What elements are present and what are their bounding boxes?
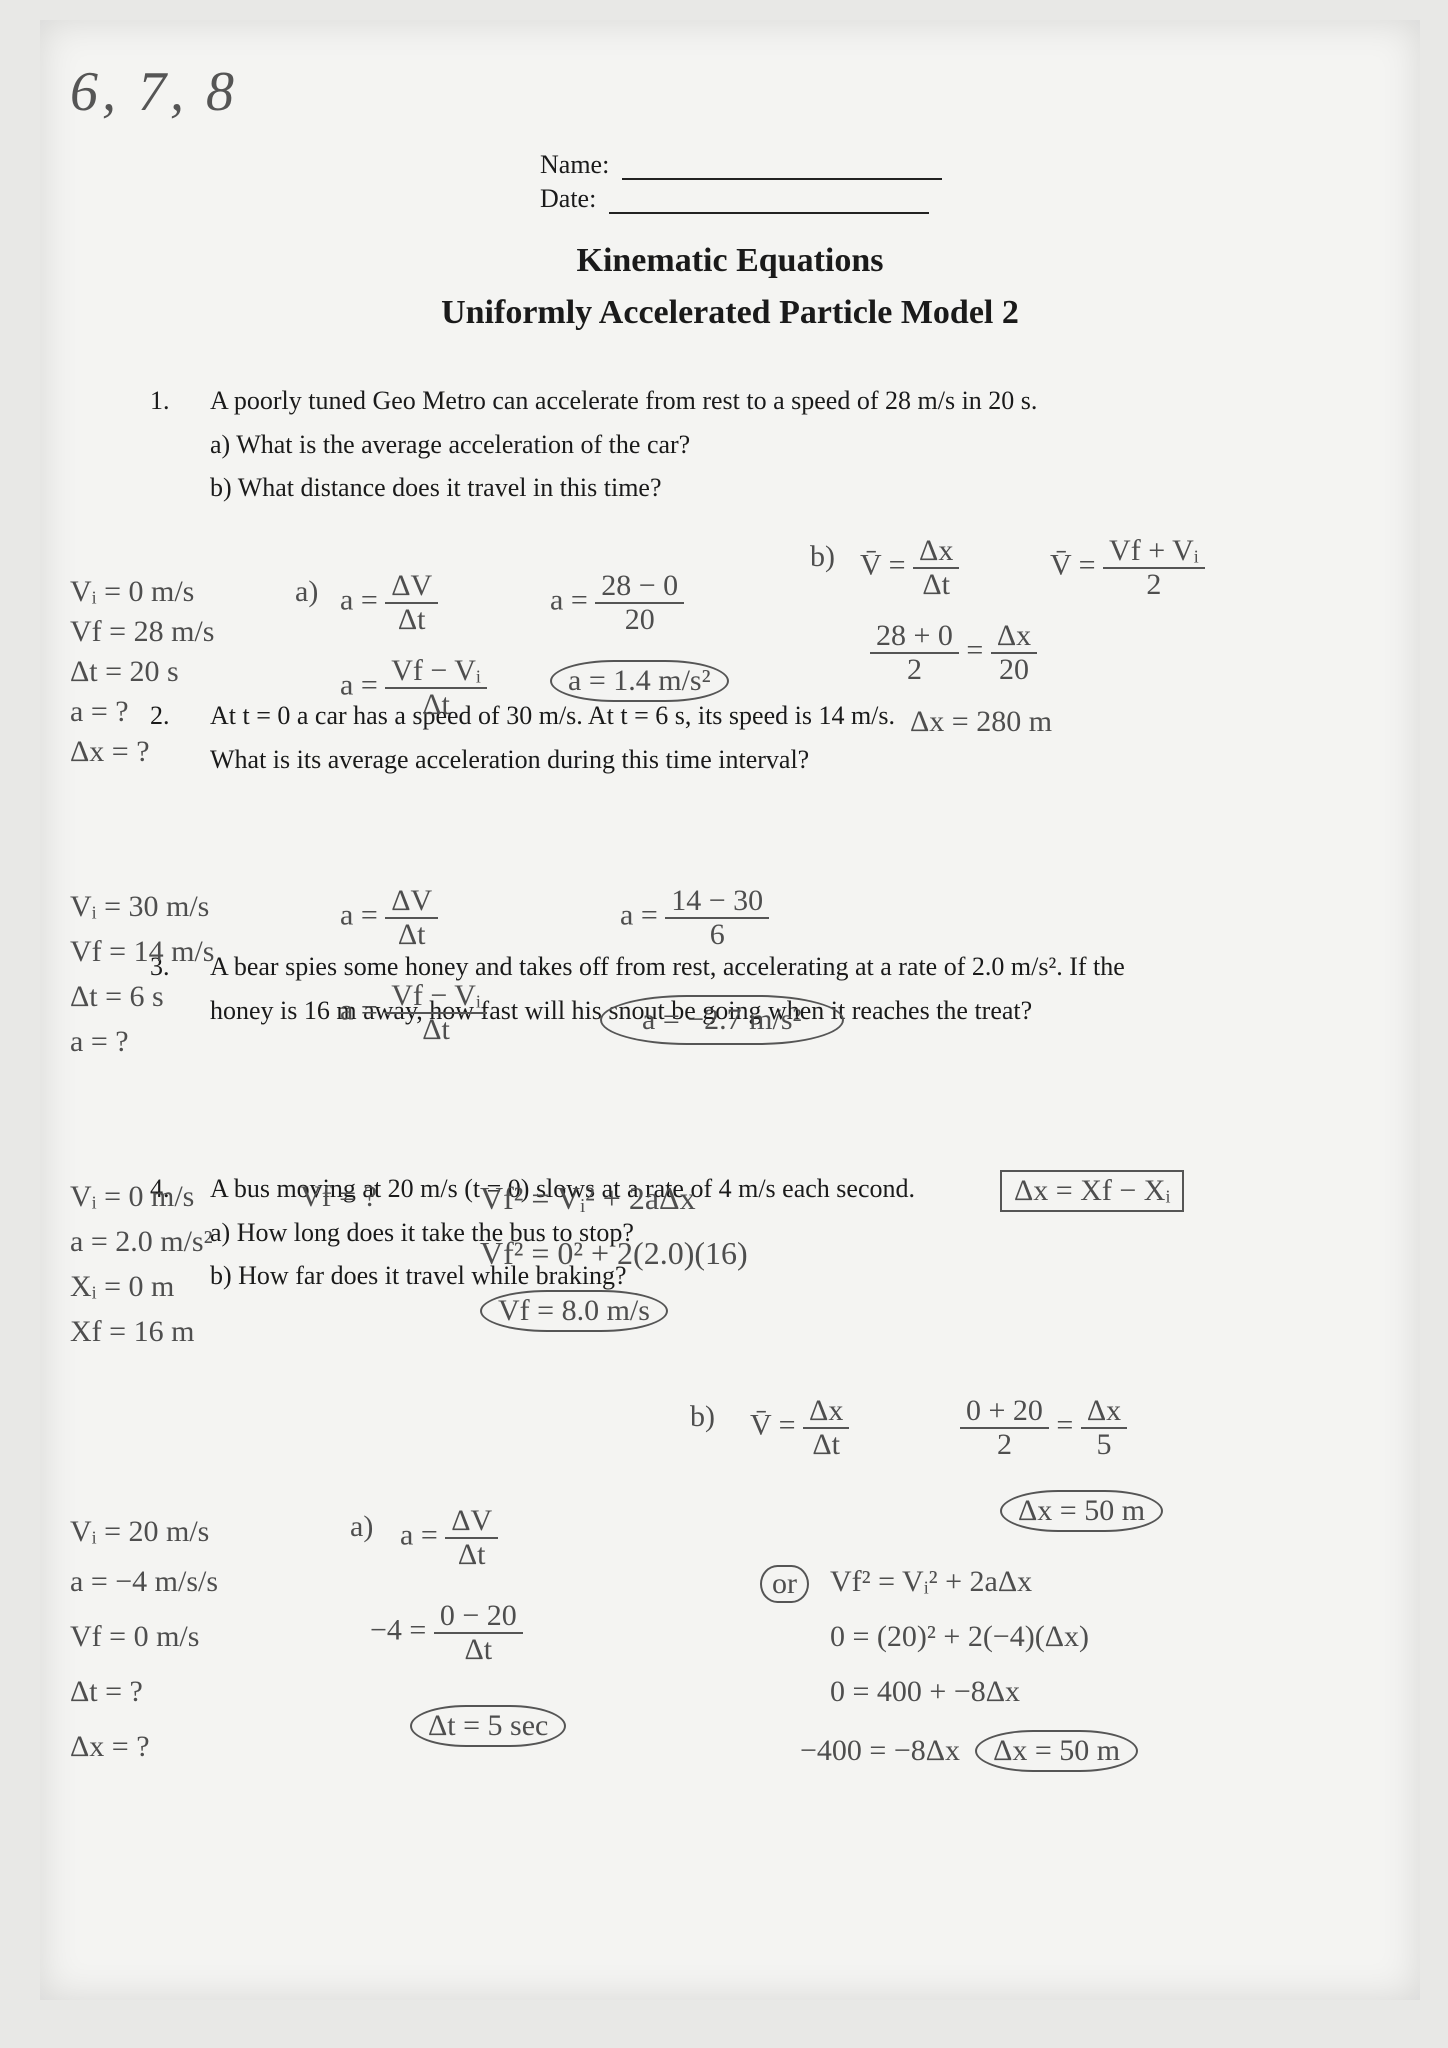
problem-1: 1. A poorly tuned Geo Metro can accelera… xyxy=(100,382,1360,507)
date-blank xyxy=(609,194,929,214)
problem-text: a) What is the average acceleration of t… xyxy=(210,426,1360,464)
hw-answer: Δt = 5 sec xyxy=(410,1705,566,1747)
name-label: Name: xyxy=(540,150,609,179)
problem-text: A bear spies some honey and takes off fr… xyxy=(210,948,1360,986)
hw-eq: −400 = −8Δx Δx = 50 m xyxy=(800,1730,1138,1772)
problem-text: b) How far does it travel while braking? xyxy=(210,1257,1360,1295)
hw-given: Δt = ? xyxy=(70,1675,143,1709)
problem-3: 3. A bear spies some honey and takes off… xyxy=(100,948,1360,1029)
corner-handwriting: 6, 7, 8 xyxy=(70,60,238,124)
name-blank xyxy=(622,160,942,180)
problem-number: 3. xyxy=(150,948,170,986)
hw-eq: 0 = 400 + −8Δx xyxy=(830,1675,1020,1709)
problem-number: 2. xyxy=(150,697,170,735)
problem-text: b) What distance does it travel in this … xyxy=(210,469,1360,507)
title-1: Kinematic Equations xyxy=(100,242,1360,280)
title-block: Kinematic Equations Uniformly Accelerate… xyxy=(100,242,1360,332)
problem-2: 2. At t = 0 a car has a speed of 30 m/s.… xyxy=(100,697,1360,778)
problem-text: a) How long does it take the bus to stop… xyxy=(210,1214,1360,1252)
problem-text: A poorly tuned Geo Metro can accelerate … xyxy=(210,382,1360,420)
hw-eq: −4 = 0 − 20Δt xyxy=(370,1600,523,1665)
problems: 1. A poorly tuned Geo Metro can accelera… xyxy=(100,382,1360,1595)
problem-text: At t = 0 a car has a speed of 30 m/s. At… xyxy=(210,697,1360,735)
header-block: Name: Date: xyxy=(100,150,1270,214)
date-label: Date: xyxy=(540,184,596,213)
problem-number: 1. xyxy=(150,382,170,420)
hw-eq: 0 = (20)² + 2(−4)(Δx) xyxy=(830,1620,1089,1654)
problem-text: What is its average acceleration during … xyxy=(210,741,1360,779)
hw-given: Δx = ? xyxy=(70,1730,150,1764)
problem-number: 4. xyxy=(150,1170,170,1208)
hw-given: Vf = 0 m/s xyxy=(70,1620,199,1654)
worksheet-page: 6, 7, 8 Name: Date: Kinematic Equations … xyxy=(40,20,1420,2000)
title-2: Uniformly Accelerated Particle Model 2 xyxy=(100,294,1360,332)
problem-4: 4. A bus moving at 20 m/s (t = 0) slows … xyxy=(100,1170,1360,1295)
problem-text: honey is 16 m away, how fast will his sn… xyxy=(210,992,1360,1030)
problem-text: A bus moving at 20 m/s (t = 0) slows at … xyxy=(210,1170,1360,1208)
